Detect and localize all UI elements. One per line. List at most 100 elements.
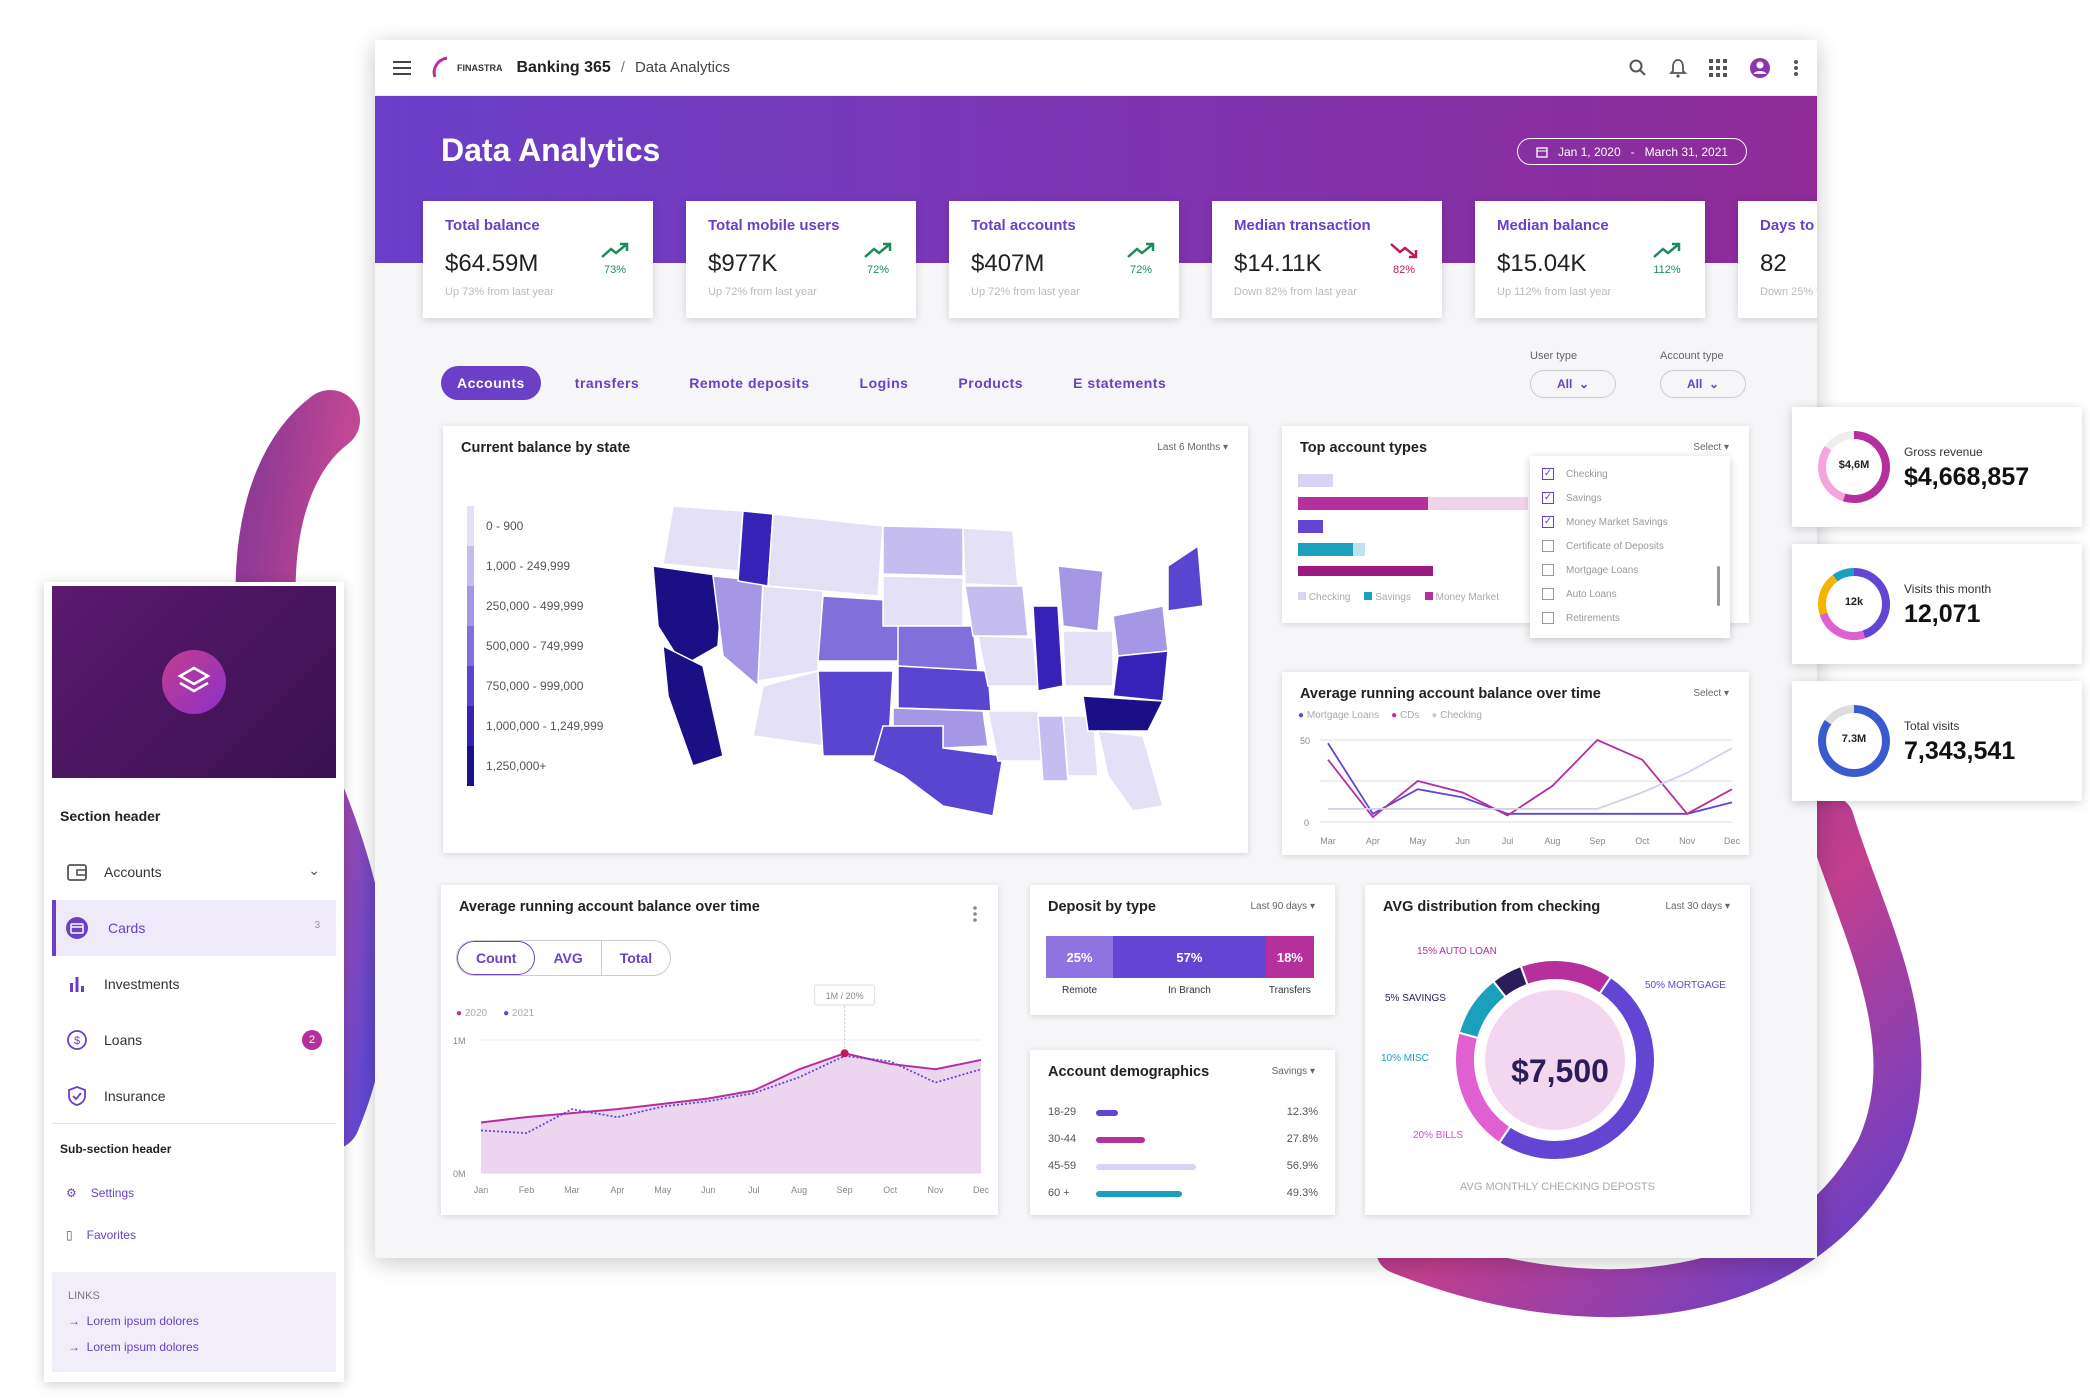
- stat-card[interactable]: 7.3M Total visits 7,343,541: [1792, 681, 2082, 801]
- distribution-donut[interactable]: [1435, 940, 1675, 1180]
- sidebar-item-accounts[interactable]: Accounts ⌄: [52, 844, 336, 900]
- date-range-picker[interactable]: Jan 1, 2020 - March 31, 2021: [1517, 138, 1747, 165]
- state-region[interactable]: [662, 505, 744, 572]
- sidebar-item-loans[interactable]: $ Loans 2: [52, 1012, 336, 1068]
- sidebar-item-settings[interactable]: ⚙ Settings: [66, 1186, 134, 1200]
- state-region[interactable]: [752, 670, 824, 747]
- account-type-option[interactable]: Certificate of Deposits: [1542, 534, 1718, 558]
- checkbox-checked[interactable]: ✓: [1542, 468, 1554, 480]
- tab-e-statements[interactable]: E statements: [1073, 375, 1167, 391]
- account-type-select[interactable]: All ⌄: [1660, 370, 1746, 398]
- state-region[interactable]: [962, 527, 1019, 587]
- checkbox-checked[interactable]: ✓: [1542, 492, 1554, 504]
- account-type-option[interactable]: ✓ Money Market Savings: [1542, 510, 1718, 534]
- deposit-segment[interactable]: 18%: [1265, 936, 1314, 978]
- total-button[interactable]: Total: [619, 950, 653, 966]
- logo-text: FINASTRA: [457, 62, 503, 73]
- stat-card[interactable]: $4,6M Gross revenue $4,668,857: [1792, 407, 2082, 527]
- app-name[interactable]: Banking 365: [516, 58, 611, 76]
- checkbox[interactable]: [1542, 540, 1554, 552]
- user-avatar-icon[interactable]: [1749, 57, 1771, 79]
- scrollbar[interactable]: [1717, 566, 1720, 606]
- account-type-option[interactable]: ✓ Savings: [1542, 486, 1718, 510]
- kpi-card[interactable]: Median transaction $14.11K Down 82% from l…: [1212, 201, 1442, 318]
- more-vertical-icon[interactable]: [1793, 59, 1799, 77]
- kpi-card[interactable]: Total mobile users $977K Up 72% from last …: [686, 201, 916, 318]
- series-line: [1328, 747, 1733, 810]
- state-region[interactable]: [1097, 730, 1164, 812]
- tab-products[interactable]: Products: [958, 375, 1024, 391]
- state-region[interactable]: [737, 510, 774, 587]
- data-point[interactable]: [840, 1049, 849, 1058]
- state-region[interactable]: [1037, 715, 1069, 782]
- state-region[interactable]: [1057, 565, 1104, 632]
- state-region[interactable]: [1112, 605, 1169, 657]
- donut-slice[interactable]: [1519, 959, 1613, 996]
- running-balance-dropdown[interactable]: Select ▾: [1693, 688, 1729, 699]
- more-vertical-icon[interactable]: [972, 905, 978, 923]
- state-region[interactable]: [757, 585, 824, 682]
- sidebar-item-insurance[interactable]: Insurance: [52, 1068, 336, 1124]
- area-chart[interactable]: 1M 0M Jan Feb Mar Apr May Jun Jul Aug Sep Oct Nov Dec…: [451, 980, 991, 1210]
- bell-icon[interactable]: [1669, 58, 1687, 78]
- state-region[interactable]: [987, 710, 1044, 762]
- donut-slice[interactable]: [1491, 964, 1529, 999]
- state-region[interactable]: [1032, 605, 1064, 692]
- account-type-option[interactable]: Auto Loans: [1542, 582, 1718, 606]
- deposit-dropdown[interactable]: Last 90 days ▾: [1250, 901, 1315, 912]
- map-period-dropdown[interactable]: Last 6 Months ▾: [1157, 442, 1228, 453]
- sidebar-item-investments[interactable]: Investments: [52, 956, 336, 1012]
- checkbox[interactable]: [1542, 564, 1554, 576]
- chevron-down-icon[interactable]: ⌄: [308, 862, 320, 878]
- tab-transfers[interactable]: transfers: [574, 375, 640, 391]
- user-type-select[interactable]: All ⌄: [1530, 370, 1616, 398]
- state-region[interactable]: [652, 565, 724, 668]
- account-type-option[interactable]: Mortgage Loans: [1542, 558, 1718, 582]
- distribution-dropdown[interactable]: Last 30 days ▾: [1665, 901, 1730, 912]
- kpi-value: $407M: [971, 250, 1045, 277]
- demographics-dropdown[interactable]: Savings ▾: [1271, 1066, 1315, 1077]
- tab-logins[interactable]: Logins: [859, 375, 909, 391]
- link-item[interactable]: → Lorem ipsum dolores: [68, 1314, 199, 1328]
- state-region[interactable]: [882, 575, 964, 627]
- account-type-option[interactable]: Retirements: [1542, 606, 1718, 630]
- state-region[interactable]: [1062, 630, 1114, 687]
- tab-remote-deposits[interactable]: Remote deposits: [689, 375, 810, 391]
- state-region[interactable]: [767, 513, 884, 597]
- kpi-card[interactable]: Days to mobile82Down 25% from last year2…: [1738, 201, 1817, 318]
- stat-card[interactable]: 12k Visits this month 12,071: [1792, 544, 2082, 664]
- state-region[interactable]: [1167, 544, 1203, 612]
- account-type-label: Account type: [1660, 350, 1724, 362]
- state-region[interactable]: [897, 625, 979, 672]
- tab-accounts[interactable]: Accounts: [441, 366, 541, 400]
- state-region[interactable]: [712, 575, 764, 688]
- kpi-card[interactable]: Total balance $64.59M Up 73% from last yea…: [423, 201, 653, 318]
- sidebar-item-favorites[interactable]: ▯ Favorites: [66, 1228, 136, 1242]
- kpi-card[interactable]: Total accounts $407M Up 72% from last year…: [949, 201, 1179, 318]
- link-item[interactable]: → Lorem ipsum dolores: [68, 1340, 199, 1354]
- top-account-types-dropdown[interactable]: Select ▾: [1693, 442, 1729, 453]
- us-map[interactable]: [643, 486, 1203, 826]
- hamburger-menu-icon[interactable]: [393, 60, 413, 76]
- kpi-card[interactable]: Median balance $15.04K Up 112% from last y…: [1475, 201, 1705, 318]
- checkbox-checked[interactable]: ✓: [1542, 516, 1554, 528]
- state-region[interactable]: [882, 525, 964, 577]
- state-region[interactable]: [964, 585, 1029, 637]
- account-type-option[interactable]: ✓ Checking: [1542, 462, 1718, 486]
- checkbox[interactable]: [1542, 588, 1554, 600]
- state-region[interactable]: [1082, 695, 1165, 732]
- deposit-segment[interactable]: 25%: [1046, 936, 1113, 978]
- count-button[interactable]: Count: [457, 941, 536, 975]
- state-region[interactable]: [1112, 650, 1169, 702]
- apps-grid-icon[interactable]: [1709, 58, 1727, 77]
- x-tick-label: May: [654, 1185, 672, 1195]
- checkbox[interactable]: [1542, 612, 1554, 624]
- state-region[interactable]: [977, 635, 1039, 687]
- sidebar-item-cards[interactable]: Cards 3: [52, 900, 336, 956]
- deposit-segment[interactable]: 57%: [1113, 936, 1266, 978]
- state-region[interactable]: [662, 644, 724, 767]
- avg-button[interactable]: AVG: [535, 941, 602, 975]
- search-icon[interactable]: [1629, 59, 1647, 77]
- state-region[interactable]: [872, 725, 1004, 817]
- state-region[interactable]: [897, 665, 992, 712]
